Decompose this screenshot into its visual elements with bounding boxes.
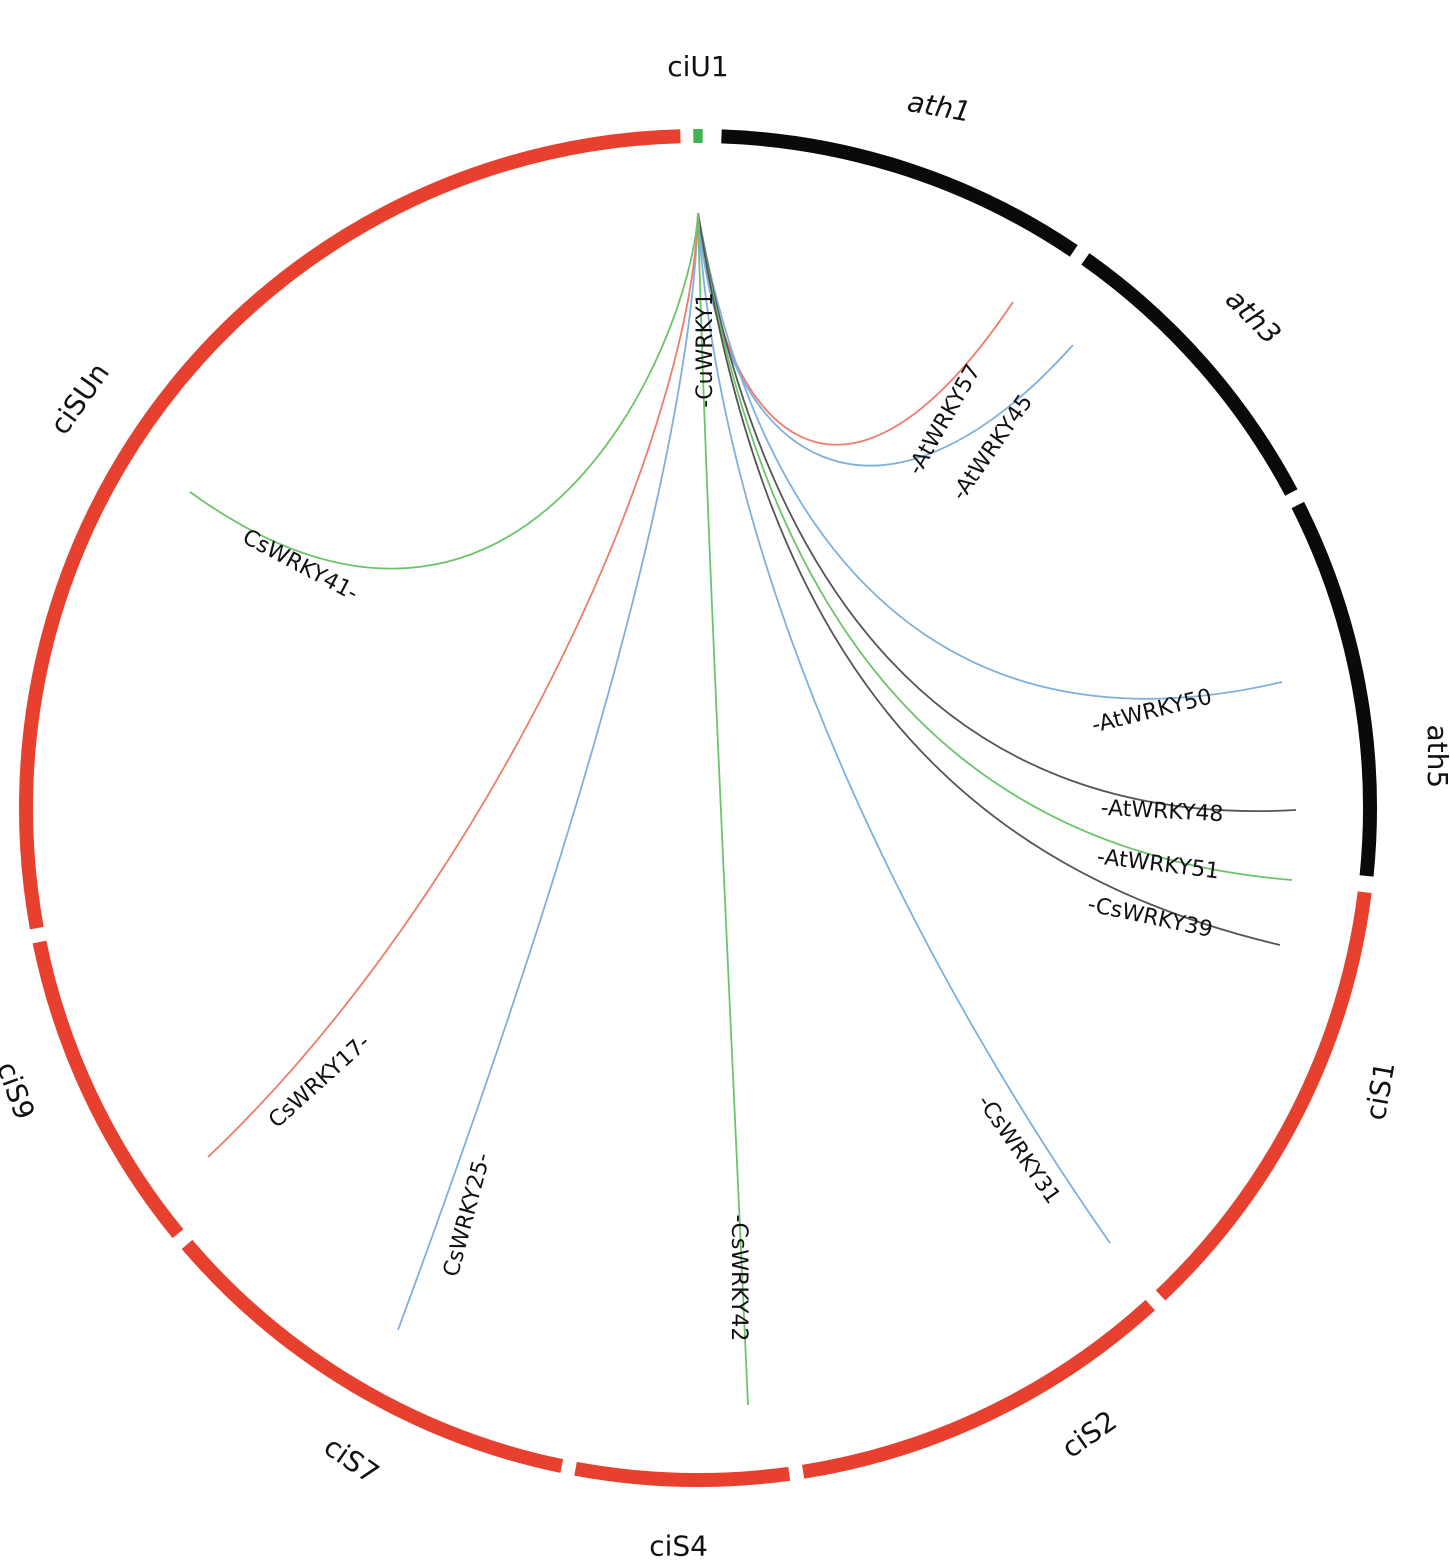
chromosome-segment-cis9 xyxy=(32,940,184,1239)
chromosome-label-ath1: ath1 xyxy=(905,85,973,129)
chromosome-label-ath5: ath5 xyxy=(1421,725,1450,789)
gene-label-atwrky50: -AtWRKY50 xyxy=(1089,685,1214,739)
links-layer xyxy=(189,212,1297,1406)
link-cswrky41 xyxy=(189,212,699,570)
chromosome-label-cis2: ciS2 xyxy=(1056,1404,1123,1465)
gene-labels-layer: -CuWRKY1 -AtWRKY57-AtWRKY45-AtWRKY50-AtW… xyxy=(238,292,1224,1341)
chromosome-label-ath3: ath3 xyxy=(1219,282,1287,350)
link-atwrky51 xyxy=(697,212,1293,881)
chromosome-label-ciu1: ciU1 xyxy=(667,50,728,83)
gene-label-cswrky39: -CsWRKY39 xyxy=(1085,892,1214,943)
link-cswrky39 xyxy=(697,212,1281,946)
chromosome-segment-cis4 xyxy=(574,1461,791,1487)
chromosome-label-cis1: ciS1 xyxy=(1359,1059,1402,1123)
chromosome-segment-ath3 xyxy=(1081,253,1298,496)
chromosome-segment-cis7 xyxy=(181,1239,564,1473)
link-cswrky25 xyxy=(397,212,699,1331)
link-cswrky17 xyxy=(207,212,699,1158)
link-atwrky57 xyxy=(697,212,1014,446)
chromosome-segment-cis1 xyxy=(1155,891,1372,1301)
chromosome-segment-cisun xyxy=(19,129,681,930)
gene-label-cswrky41: CsWRKY41- xyxy=(238,525,362,607)
chromosome-segment-ath1 xyxy=(721,129,1078,257)
chromosome-labels-layer: ciU1 ath1 ath3 ath5 ciS1 ciS2 ciS4 ciS7 ciS9 ciSU… xyxy=(0,50,1450,1563)
gene-label-atwrky51: -AtWRKY51 xyxy=(1096,845,1221,885)
chromosome-label-cis9: ciS9 xyxy=(0,1057,41,1124)
link-cswrky42 xyxy=(697,212,749,1406)
chromosome-label-cis7: ciS7 xyxy=(318,1430,385,1491)
link-atwrky50 xyxy=(697,212,1283,700)
gene-label-atwrky48: -AtWRKY48 xyxy=(1100,796,1224,827)
chromosome-ring xyxy=(19,128,1377,1487)
gene-label-cswrky42: -CsWRKY42 xyxy=(726,1215,751,1342)
link-atwrky48 xyxy=(697,212,1297,812)
chromosome-label-cisun: ciSUn xyxy=(43,357,115,441)
link-cswrky31 xyxy=(697,212,1111,1244)
gene-label-cswrky25: CsWRKY25- xyxy=(439,1150,496,1279)
chromosome-segment-ath5 xyxy=(1291,501,1377,877)
gene-label-cuwrky1: -CuWRKY1 xyxy=(693,292,718,407)
chromosome-label-cis4: ciS4 xyxy=(649,1530,708,1563)
chromosome-segment-cis2 xyxy=(802,1299,1155,1479)
gene-label-cswrky31: -CsWRKY31 xyxy=(972,1091,1065,1209)
